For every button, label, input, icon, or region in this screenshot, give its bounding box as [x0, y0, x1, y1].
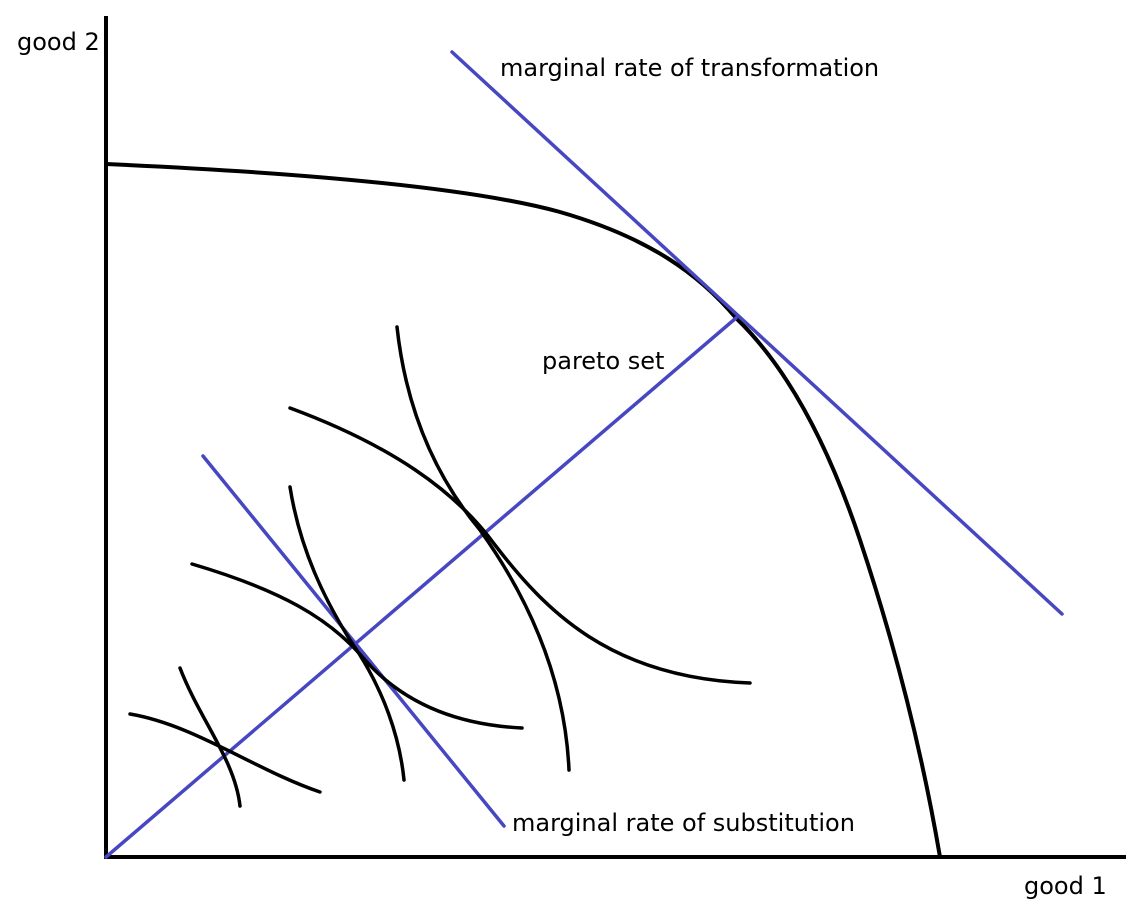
- x-axis-label: good 1: [1024, 872, 1107, 900]
- indifference-curve-a3: [288, 406, 752, 685]
- indifference-curve-b2: [288, 485, 406, 782]
- mrt-label: marginal rate of transformation: [500, 54, 879, 82]
- mrs-line: [201, 454, 506, 828]
- indifference-curve-a1: [128, 712, 322, 794]
- pareto-set-label: pareto set: [542, 347, 664, 375]
- y-axis-label: good 2: [17, 28, 100, 56]
- indifference-curve-b1: [178, 666, 242, 808]
- pareto-set-line: [104, 316, 738, 859]
- indifference-curve-b3: [395, 325, 571, 772]
- mrs-label: marginal rate of substitution: [512, 809, 855, 837]
- mrt-line: [450, 50, 1064, 616]
